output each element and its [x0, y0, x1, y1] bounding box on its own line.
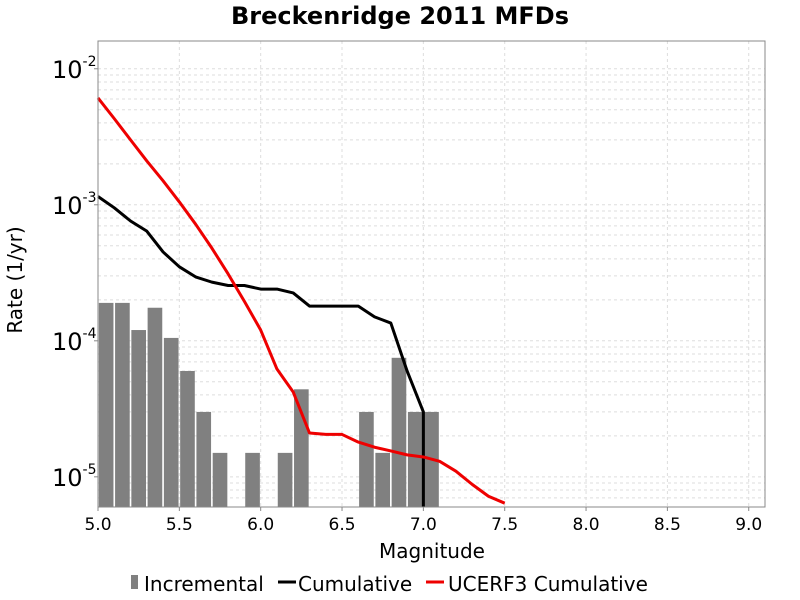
incremental-bar: [375, 452, 391, 507]
x-tick-label: 9.0: [735, 515, 762, 535]
legend: Incremental Cumulative UCERF3 Cumulative: [131, 572, 648, 596]
x-tick-label: 8.0: [573, 515, 600, 535]
x-tick-label: 5.0: [84, 515, 111, 535]
incremental-bar: [277, 452, 293, 507]
incremental-bar: [131, 330, 146, 507]
incremental-bar: [163, 337, 179, 507]
y-tick-label: 10-5: [52, 462, 97, 492]
x-tick-label: 7.0: [410, 515, 437, 535]
legend-label: Incremental: [144, 572, 264, 596]
legend-label: Cumulative: [298, 572, 412, 596]
y-tick-exponent: -3: [83, 190, 97, 206]
incremental-bar: [391, 357, 407, 507]
y-tick-base: 10: [52, 464, 83, 492]
y-axis-ticks: 10-510-410-310-2: [52, 54, 98, 492]
y-tick-label: 10-3: [52, 190, 97, 220]
incremental-bar: [147, 307, 163, 507]
x-axis-ticks: 5.0 5.5 6.0 6.5 7.0 7.5 8.0 8.5 9.0: [84, 507, 762, 535]
x-tick-label: 6.0: [247, 515, 274, 535]
legend-label: UCERF3 Cumulative: [448, 572, 648, 596]
y-tick-label: 10-2: [52, 54, 97, 84]
incremental-bar: [180, 370, 195, 507]
incremental-bar: [196, 411, 212, 507]
plot-frame: [97, 40, 766, 508]
y-tick-exponent: -5: [83, 462, 97, 478]
x-tick-label: 6.5: [329, 515, 356, 535]
y-tick-base: 10: [52, 192, 83, 220]
x-tick-label: 8.5: [654, 515, 681, 535]
legend-swatch-incremental: [131, 575, 138, 589]
incremental-bar: [98, 302, 114, 507]
incremental-bar: [212, 452, 228, 507]
x-tick-label: 7.5: [491, 515, 518, 535]
incremental-bar: [115, 302, 130, 507]
x-axis-label: Magnitude: [379, 539, 485, 563]
incremental-bar: [359, 411, 374, 507]
chart-title: Breckenridge 2011 MFDs: [231, 2, 569, 30]
y-tick-base: 10: [52, 56, 83, 84]
y-tick-exponent: -4: [83, 326, 97, 342]
incremental-bar: [245, 452, 260, 507]
cumulative-lines: [96, 97, 506, 507]
incremental-bar: [407, 411, 423, 507]
y-axis-label: Rate (1/yr): [3, 226, 27, 333]
incremental-bar: [294, 389, 309, 507]
y-tick-base: 10: [52, 328, 83, 356]
y-tick-exponent: -2: [83, 54, 97, 70]
x-tick-label: 5.5: [166, 515, 193, 535]
cumulative-line: [97, 195, 425, 507]
y-tick-label: 10-4: [52, 326, 97, 356]
ucerf3-cumulative-line: [96, 97, 506, 505]
